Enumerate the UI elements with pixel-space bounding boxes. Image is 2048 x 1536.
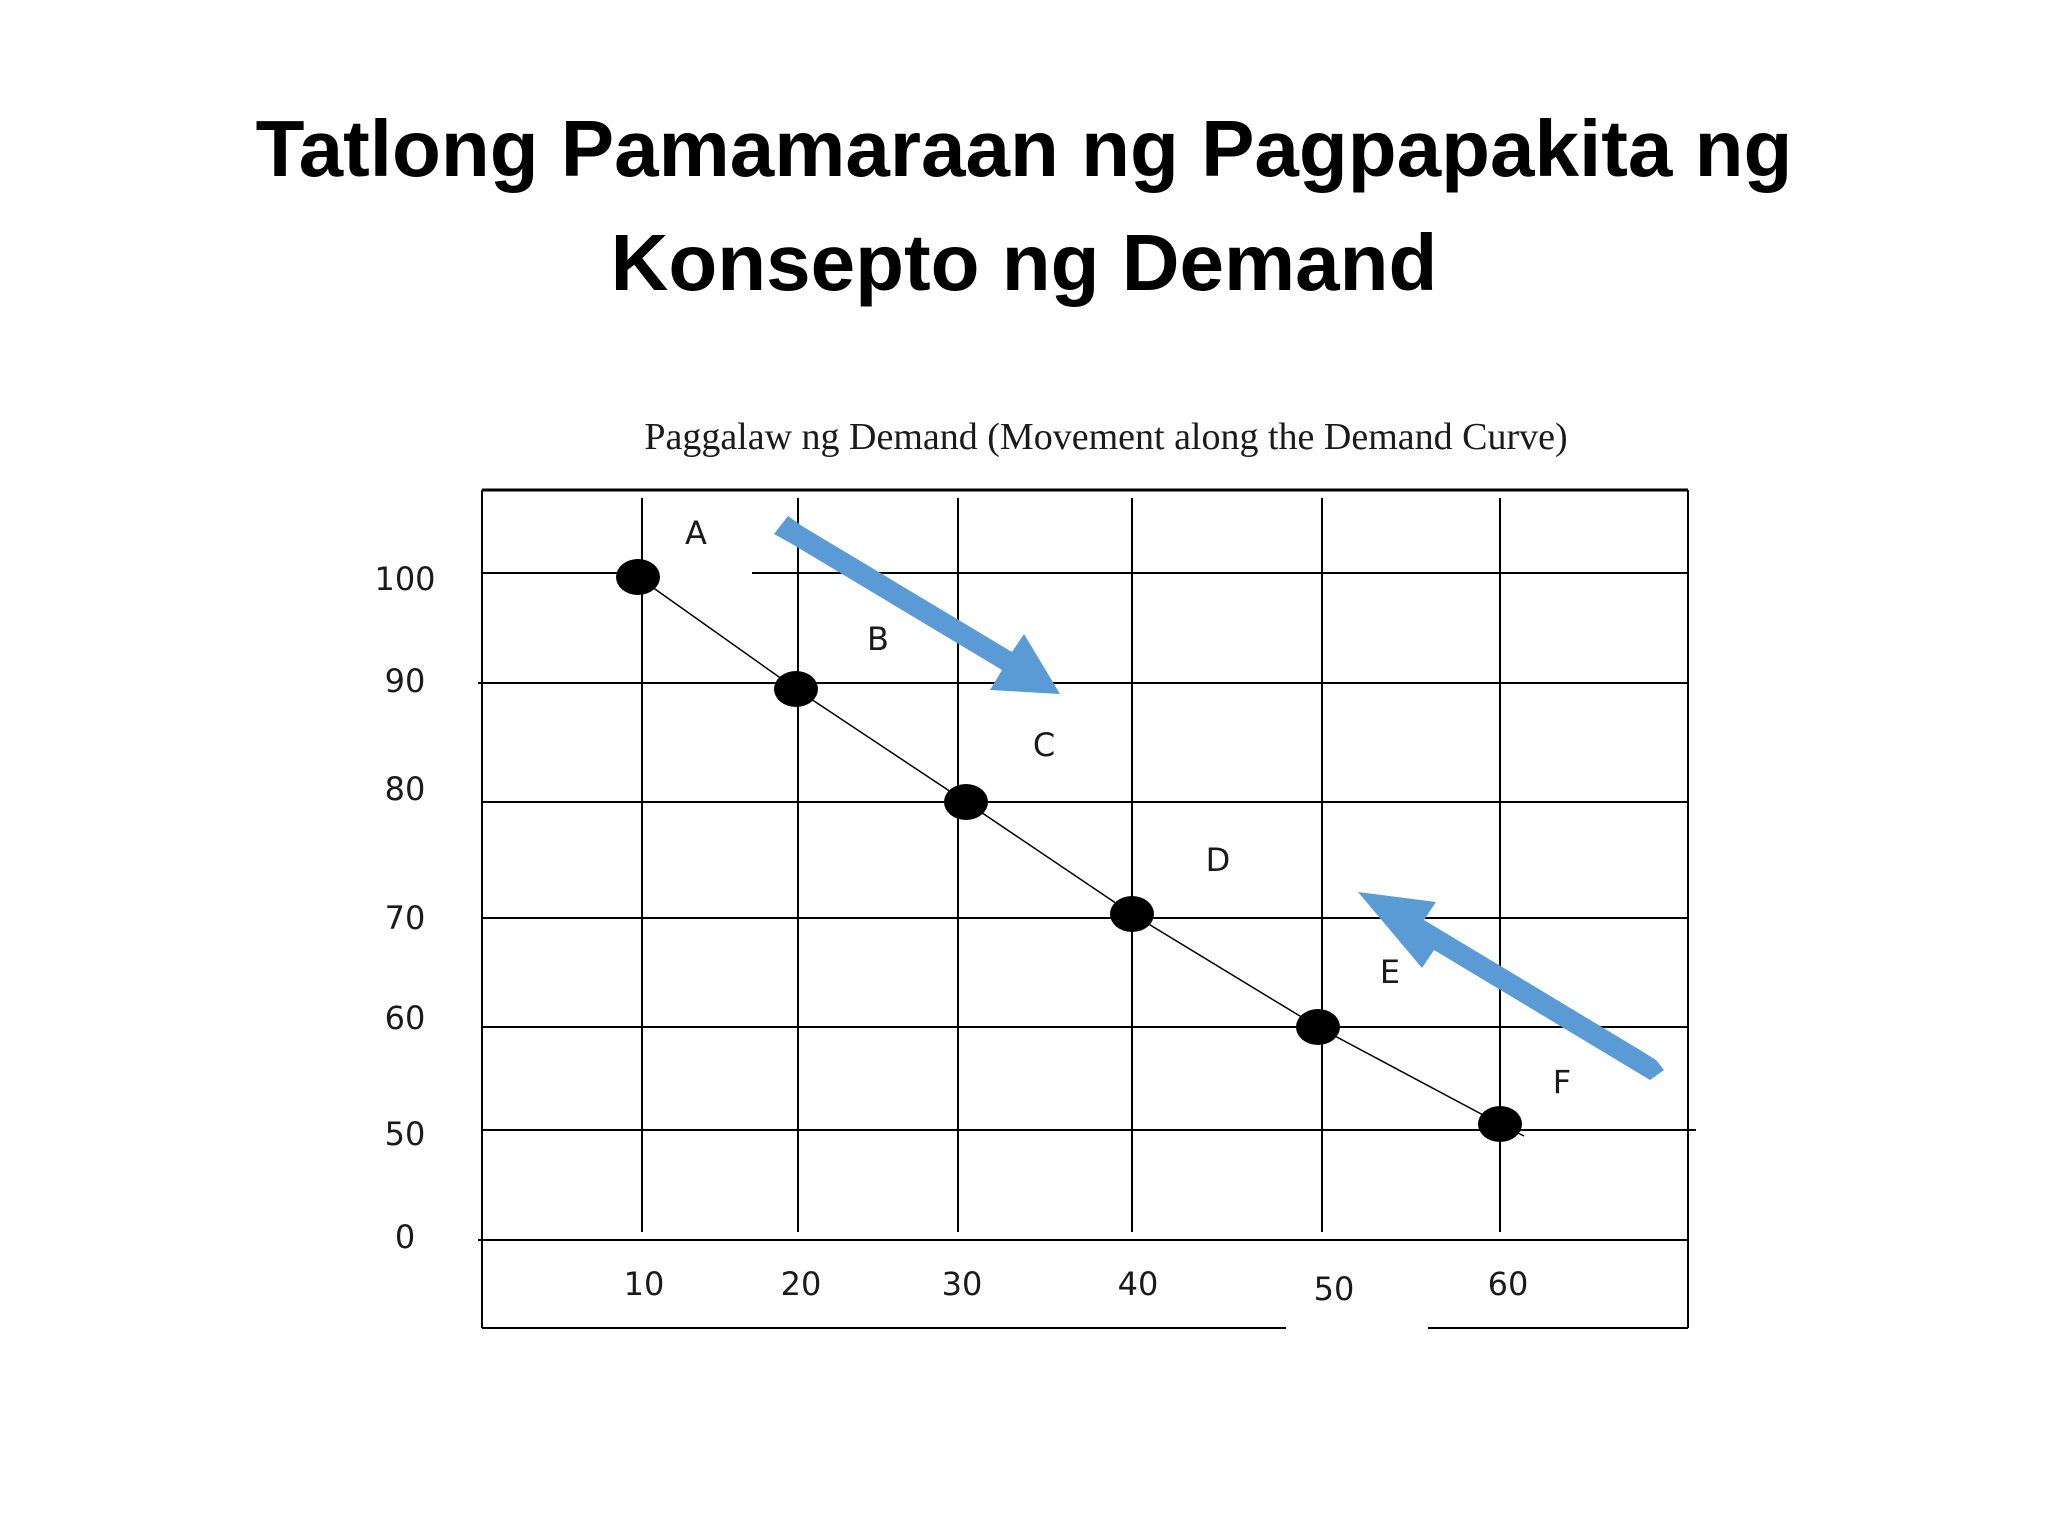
x-tick-label-10: 10 xyxy=(624,1265,665,1303)
point-E xyxy=(1296,1009,1340,1045)
point-B xyxy=(774,671,818,707)
point-label-D: D xyxy=(1206,841,1231,879)
y-tick-label-0: 0 xyxy=(395,1218,415,1256)
point-label-E: E xyxy=(1380,953,1400,991)
point-D xyxy=(1110,896,1154,932)
chart-title: Paggalaw ng Demand (Movement along the D… xyxy=(644,416,1567,458)
chart-grid xyxy=(478,488,1696,1329)
slide-title: Tatlong Pamamaraan ng Pagpapakita ng Kon… xyxy=(124,92,1924,320)
point-label-C: C xyxy=(1033,726,1055,764)
y-tick-label-80: 80 xyxy=(385,770,426,808)
arrow-down-right xyxy=(774,516,1060,694)
point-label-F: F xyxy=(1553,1063,1571,1101)
y-tick-label-60: 60 xyxy=(385,999,426,1037)
y-tick-label-90: 90 xyxy=(385,662,426,700)
point-C xyxy=(944,784,988,820)
x-tick-label-30: 30 xyxy=(942,1265,983,1303)
point-A xyxy=(616,559,660,595)
y-tick-label-70: 70 xyxy=(385,899,426,937)
x-tick-label-40: 40 xyxy=(1118,1265,1159,1303)
demand-curve-layer xyxy=(637,576,1525,1137)
tick-labels: A B C D E F 10 20 30 40 50 60 0 50 60 70 80 90 100 xyxy=(374,514,1571,1308)
point-label-B: B xyxy=(867,620,889,658)
point-label-A: A xyxy=(685,514,707,552)
movement-arrows xyxy=(774,516,1664,1080)
y-tick-label-100: 100 xyxy=(374,560,435,598)
y-tick-label-50: 50 xyxy=(385,1115,426,1153)
slide-title-line-2: Konsepto ng Demand xyxy=(610,218,1438,307)
demand-curve-line xyxy=(637,576,1525,1137)
x-tick-label-60: 60 xyxy=(1488,1265,1529,1303)
x-tick-label-50: 50 xyxy=(1314,1270,1355,1308)
x-tick-label-20: 20 xyxy=(781,1265,822,1303)
point-F xyxy=(1478,1106,1522,1142)
data-points xyxy=(616,559,1522,1142)
arrow-up-left xyxy=(1358,892,1664,1080)
slide-title-line-1: Tatlong Pamamaraan ng Pagpapakita ng xyxy=(255,104,1793,193)
